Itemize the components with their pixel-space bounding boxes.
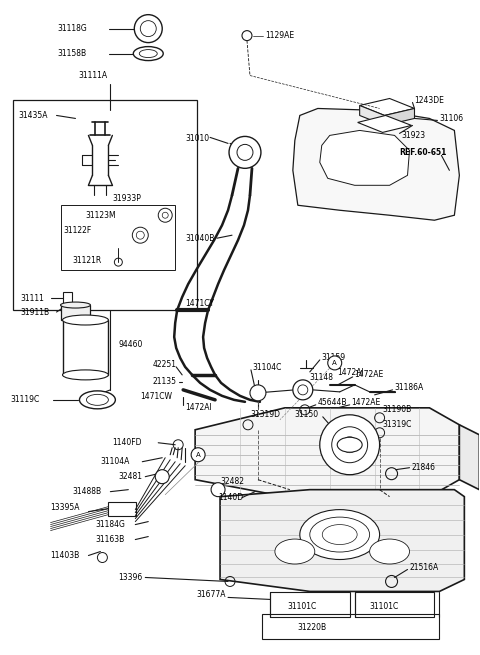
Text: A: A — [332, 360, 337, 366]
Bar — [62, 320, 108, 375]
Text: 94460: 94460 — [119, 341, 143, 350]
Text: 31111: 31111 — [21, 293, 45, 303]
Text: REF.60-651: REF.60-651 — [399, 148, 447, 157]
Text: 31119C: 31119C — [11, 396, 40, 404]
Text: 31106: 31106 — [439, 114, 464, 123]
Bar — [12, 100, 197, 310]
Text: 1140FD: 1140FD — [112, 438, 142, 447]
Text: 31118G: 31118G — [58, 24, 87, 33]
Text: 31148: 31148 — [310, 373, 334, 383]
Text: 11403B: 11403B — [50, 551, 80, 560]
Polygon shape — [320, 130, 409, 185]
Text: 1472AE: 1472AE — [355, 370, 384, 379]
Text: 31163B: 31163B — [96, 535, 125, 544]
Polygon shape — [459, 425, 480, 490]
Circle shape — [191, 448, 205, 462]
Circle shape — [293, 380, 313, 400]
Circle shape — [155, 470, 169, 483]
Circle shape — [320, 415, 380, 475]
Text: 32481: 32481 — [119, 472, 143, 481]
Text: 31150: 31150 — [295, 410, 319, 419]
Circle shape — [134, 14, 162, 43]
Circle shape — [229, 136, 261, 168]
Ellipse shape — [62, 315, 108, 325]
Ellipse shape — [337, 438, 362, 452]
Text: 1129AE: 1129AE — [265, 31, 294, 40]
Text: 31186A: 31186A — [395, 383, 424, 392]
Text: 31104A: 31104A — [100, 457, 130, 466]
Text: 31319D: 31319D — [250, 410, 280, 419]
Bar — [60, 305, 90, 320]
Text: 31435A: 31435A — [19, 111, 48, 120]
Polygon shape — [358, 115, 411, 132]
Ellipse shape — [80, 391, 115, 409]
Bar — [262, 614, 439, 639]
Text: 13395A: 13395A — [50, 503, 80, 512]
Ellipse shape — [62, 370, 108, 380]
Bar — [62, 292, 72, 304]
Ellipse shape — [60, 302, 90, 308]
Text: 21846: 21846 — [411, 463, 435, 472]
Text: 31121R: 31121R — [72, 255, 102, 265]
Text: 31111A: 31111A — [79, 71, 108, 80]
Text: 31911B: 31911B — [21, 308, 50, 316]
Text: 31104C: 31104C — [252, 364, 281, 373]
Text: 31933P: 31933P — [112, 194, 141, 203]
Text: 31010: 31010 — [185, 134, 209, 143]
Text: 1471CW: 1471CW — [140, 392, 172, 402]
Ellipse shape — [133, 47, 163, 60]
Text: 31220B: 31220B — [297, 623, 326, 632]
Text: 31158B: 31158B — [58, 49, 87, 58]
Text: 1472AI: 1472AI — [185, 403, 212, 413]
Ellipse shape — [300, 510, 380, 559]
Circle shape — [328, 356, 342, 370]
Text: 1472AI: 1472AI — [336, 368, 363, 377]
Polygon shape — [360, 98, 415, 115]
Text: 1471CY: 1471CY — [185, 299, 214, 308]
Polygon shape — [195, 408, 459, 496]
Text: 31184G: 31184G — [96, 520, 125, 529]
Ellipse shape — [370, 539, 409, 564]
Polygon shape — [360, 105, 384, 125]
Text: 1140D: 1140D — [218, 493, 243, 502]
Text: 31122F: 31122F — [63, 226, 92, 234]
Polygon shape — [384, 109, 415, 125]
Text: 31159: 31159 — [322, 354, 346, 362]
Text: 21135: 21135 — [152, 377, 176, 386]
Bar — [355, 592, 434, 618]
Text: 31319C: 31319C — [383, 421, 412, 429]
Bar — [60, 205, 175, 270]
Text: 31040B: 31040B — [185, 234, 215, 243]
Text: 31677A: 31677A — [196, 590, 226, 599]
Text: 32482: 32482 — [220, 477, 244, 486]
Polygon shape — [293, 109, 459, 220]
Text: 31123M: 31123M — [85, 211, 116, 219]
Text: 21516A: 21516A — [409, 563, 439, 572]
Text: 31488B: 31488B — [72, 487, 102, 496]
Text: 31101C: 31101C — [288, 602, 317, 611]
Text: A: A — [196, 452, 201, 458]
Ellipse shape — [275, 539, 315, 564]
Text: 1472AE: 1472AE — [352, 398, 381, 407]
Circle shape — [250, 385, 266, 401]
Text: 42251: 42251 — [152, 360, 176, 369]
Text: 45644B: 45644B — [318, 398, 347, 407]
Bar — [108, 502, 136, 515]
Polygon shape — [220, 490, 464, 591]
Text: 31190B: 31190B — [383, 405, 412, 415]
Circle shape — [211, 483, 225, 496]
Text: 1243DE: 1243DE — [415, 96, 444, 105]
Bar — [270, 592, 350, 618]
Text: 31923: 31923 — [402, 131, 426, 140]
Text: 13396: 13396 — [119, 573, 143, 582]
Text: 31101C: 31101C — [370, 602, 399, 611]
